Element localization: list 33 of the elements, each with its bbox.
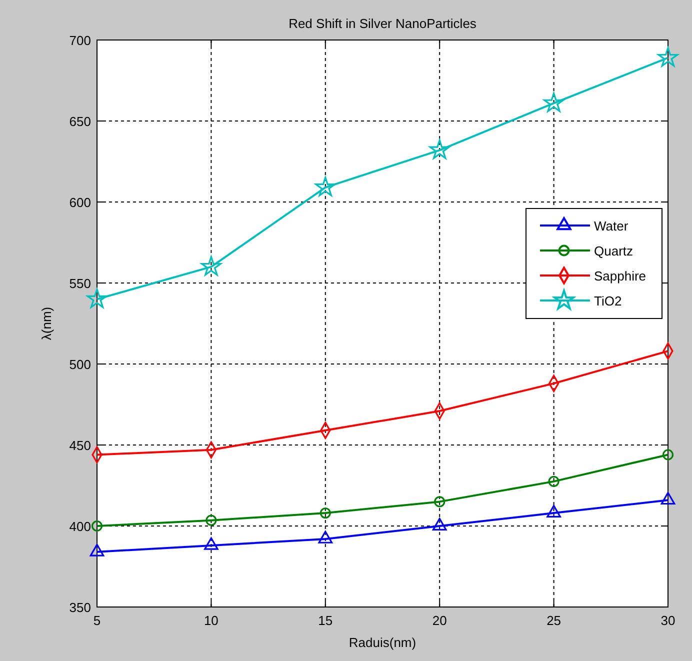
x-tick-label: 30 bbox=[660, 613, 676, 628]
point bbox=[544, 92, 564, 112]
point bbox=[320, 508, 331, 519]
x-tick-label: 25 bbox=[546, 613, 562, 628]
chart-title: Red Shift in Silver NanoParticles bbox=[288, 16, 477, 31]
y-tick-label: 650 bbox=[69, 114, 91, 129]
y-tick-label: 350 bbox=[69, 600, 91, 615]
point bbox=[662, 449, 674, 460]
x-tick-label: 5 bbox=[93, 613, 101, 628]
point bbox=[206, 514, 217, 526]
y-tick-label: 700 bbox=[69, 33, 91, 48]
x-tick-label: 20 bbox=[432, 613, 447, 628]
point bbox=[658, 47, 678, 67]
point bbox=[429, 139, 450, 159]
y-tick-label: 550 bbox=[69, 276, 91, 291]
point bbox=[434, 496, 446, 508]
x-tick-label: 10 bbox=[204, 613, 218, 628]
legend-label: Sapphire bbox=[594, 268, 646, 284]
point bbox=[200, 256, 222, 276]
legend-label: Quartz bbox=[594, 244, 634, 258]
y-tick-label: 400 bbox=[69, 519, 91, 534]
point bbox=[91, 520, 103, 532]
y-tick-label: 500 bbox=[69, 357, 91, 372]
y-axis-title: λ(nm) bbox=[39, 306, 54, 340]
point bbox=[315, 176, 336, 196]
y-tick-label: 450 bbox=[69, 438, 91, 453]
legend-label: Water bbox=[594, 218, 629, 234]
x-tick-label: 15 bbox=[318, 613, 333, 628]
legend-label: TiO2 bbox=[594, 294, 622, 308]
y-tick-label: 600 bbox=[69, 195, 91, 210]
x-axis-title: Raduis(nm) bbox=[348, 635, 416, 650]
point bbox=[548, 476, 560, 487]
point bbox=[86, 288, 108, 308]
